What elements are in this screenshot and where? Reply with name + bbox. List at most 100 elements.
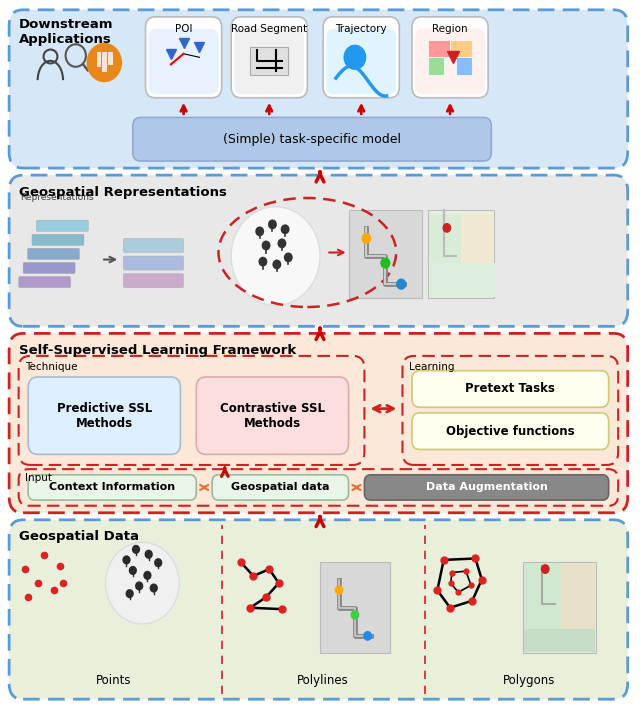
FancyBboxPatch shape (429, 214, 461, 263)
FancyBboxPatch shape (19, 469, 618, 506)
Text: Representations: Representations (20, 193, 94, 202)
FancyBboxPatch shape (97, 52, 101, 67)
FancyBboxPatch shape (212, 475, 349, 500)
FancyBboxPatch shape (524, 629, 595, 652)
Circle shape (262, 240, 271, 250)
FancyBboxPatch shape (561, 564, 595, 629)
FancyBboxPatch shape (124, 274, 184, 288)
Circle shape (284, 252, 292, 262)
FancyBboxPatch shape (9, 10, 628, 168)
Circle shape (335, 585, 344, 595)
FancyBboxPatch shape (524, 564, 561, 629)
FancyBboxPatch shape (108, 52, 113, 65)
Circle shape (135, 581, 143, 591)
Circle shape (273, 259, 282, 269)
FancyBboxPatch shape (28, 248, 79, 259)
Text: Trajectory: Trajectory (335, 24, 387, 34)
FancyBboxPatch shape (349, 211, 422, 298)
Text: Predictive SSL
Methods: Predictive SSL Methods (57, 402, 152, 430)
Circle shape (442, 223, 451, 233)
FancyBboxPatch shape (428, 211, 495, 298)
FancyBboxPatch shape (196, 377, 349, 454)
Text: Points: Points (96, 674, 132, 686)
FancyBboxPatch shape (23, 262, 75, 274)
Text: (Simple) task-specific model: (Simple) task-specific model (223, 133, 401, 146)
Circle shape (150, 584, 158, 593)
Text: Input: Input (25, 474, 52, 484)
Circle shape (344, 45, 366, 70)
Circle shape (125, 589, 134, 598)
FancyBboxPatch shape (9, 175, 628, 326)
Text: Pretext Tasks: Pretext Tasks (465, 382, 556, 396)
Circle shape (351, 610, 359, 620)
FancyBboxPatch shape (19, 277, 70, 288)
FancyBboxPatch shape (428, 40, 450, 57)
Text: Polygons: Polygons (503, 674, 556, 686)
FancyBboxPatch shape (456, 57, 472, 75)
Circle shape (268, 220, 277, 229)
FancyBboxPatch shape (32, 234, 84, 245)
Text: Road Segment: Road Segment (231, 24, 307, 34)
Circle shape (231, 207, 320, 306)
FancyBboxPatch shape (133, 118, 492, 161)
Circle shape (106, 542, 179, 624)
FancyBboxPatch shape (124, 256, 184, 270)
Text: Geospatial Representations: Geospatial Representations (19, 186, 227, 199)
Text: Geospatial data: Geospatial data (231, 482, 330, 493)
FancyBboxPatch shape (428, 57, 444, 75)
FancyBboxPatch shape (28, 377, 180, 454)
Circle shape (361, 233, 371, 244)
Text: Technique: Technique (25, 362, 77, 372)
Circle shape (363, 631, 372, 641)
FancyBboxPatch shape (461, 214, 493, 263)
FancyBboxPatch shape (36, 220, 88, 231)
FancyBboxPatch shape (9, 520, 628, 699)
FancyBboxPatch shape (326, 29, 396, 94)
Text: POI: POI (175, 24, 193, 34)
FancyBboxPatch shape (124, 238, 184, 252)
FancyBboxPatch shape (450, 40, 472, 57)
Text: Data Augmentation: Data Augmentation (426, 482, 547, 493)
FancyBboxPatch shape (403, 356, 618, 465)
FancyBboxPatch shape (320, 562, 390, 654)
Text: Learning: Learning (409, 362, 454, 372)
Circle shape (541, 564, 550, 574)
Circle shape (259, 257, 268, 267)
FancyBboxPatch shape (323, 17, 399, 98)
Text: Polylines: Polylines (298, 674, 349, 686)
FancyBboxPatch shape (148, 29, 218, 94)
Text: Contrastive SSL
Methods: Contrastive SSL Methods (220, 402, 325, 430)
FancyBboxPatch shape (9, 333, 628, 513)
Text: Objective functions: Objective functions (446, 425, 575, 437)
FancyBboxPatch shape (145, 17, 221, 98)
Text: Downstream
Applications: Downstream Applications (19, 18, 113, 46)
FancyBboxPatch shape (412, 371, 609, 407)
FancyBboxPatch shape (412, 17, 488, 98)
Circle shape (129, 566, 137, 575)
FancyBboxPatch shape (250, 47, 288, 75)
FancyBboxPatch shape (412, 413, 609, 450)
FancyBboxPatch shape (364, 475, 609, 500)
Circle shape (278, 238, 286, 248)
FancyBboxPatch shape (415, 29, 485, 94)
FancyBboxPatch shape (429, 263, 496, 297)
Circle shape (281, 224, 289, 234)
Circle shape (380, 257, 390, 269)
Circle shape (154, 558, 163, 567)
Circle shape (396, 279, 406, 290)
Circle shape (145, 549, 153, 559)
FancyBboxPatch shape (234, 29, 304, 94)
FancyBboxPatch shape (523, 562, 596, 654)
Circle shape (132, 545, 140, 554)
Text: Context Information: Context Information (49, 482, 175, 493)
Circle shape (122, 555, 131, 564)
Text: Self-Supervised Learning Framework: Self-Supervised Learning Framework (19, 344, 296, 357)
Circle shape (143, 571, 152, 580)
Text: Geospatial Data: Geospatial Data (19, 530, 139, 543)
Text: Region: Region (432, 24, 468, 34)
FancyBboxPatch shape (28, 475, 196, 500)
FancyBboxPatch shape (231, 17, 307, 98)
Circle shape (255, 226, 264, 236)
Circle shape (86, 43, 122, 82)
FancyBboxPatch shape (19, 356, 364, 465)
